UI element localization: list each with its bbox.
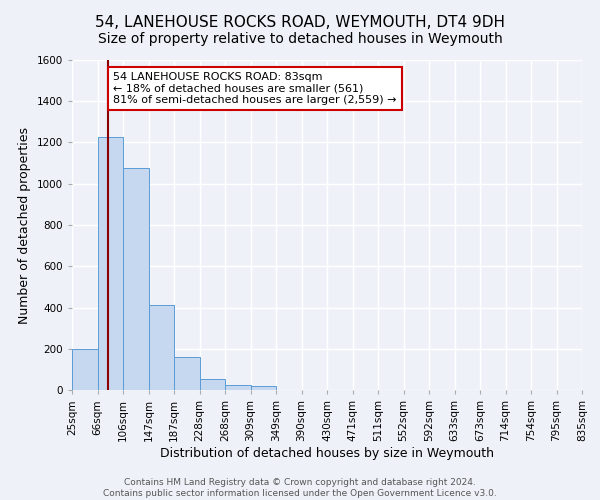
Text: Size of property relative to detached houses in Weymouth: Size of property relative to detached ho… <box>98 32 502 46</box>
Text: 54 LANEHOUSE ROCKS ROAD: 83sqm
← 18% of detached houses are smaller (561)
81% of: 54 LANEHOUSE ROCKS ROAD: 83sqm ← 18% of … <box>113 72 397 104</box>
Bar <box>199 378 225 390</box>
Bar <box>123 168 149 390</box>
Bar <box>251 386 276 390</box>
Bar <box>149 306 174 390</box>
Text: Contains HM Land Registry data © Crown copyright and database right 2024.
Contai: Contains HM Land Registry data © Crown c… <box>103 478 497 498</box>
Bar <box>97 138 123 390</box>
Bar <box>72 349 97 390</box>
Bar <box>225 385 251 390</box>
Bar <box>174 357 199 390</box>
Y-axis label: Number of detached properties: Number of detached properties <box>18 126 31 324</box>
Text: 54, LANEHOUSE ROCKS ROAD, WEYMOUTH, DT4 9DH: 54, LANEHOUSE ROCKS ROAD, WEYMOUTH, DT4 … <box>95 15 505 30</box>
X-axis label: Distribution of detached houses by size in Weymouth: Distribution of detached houses by size … <box>160 446 494 460</box>
